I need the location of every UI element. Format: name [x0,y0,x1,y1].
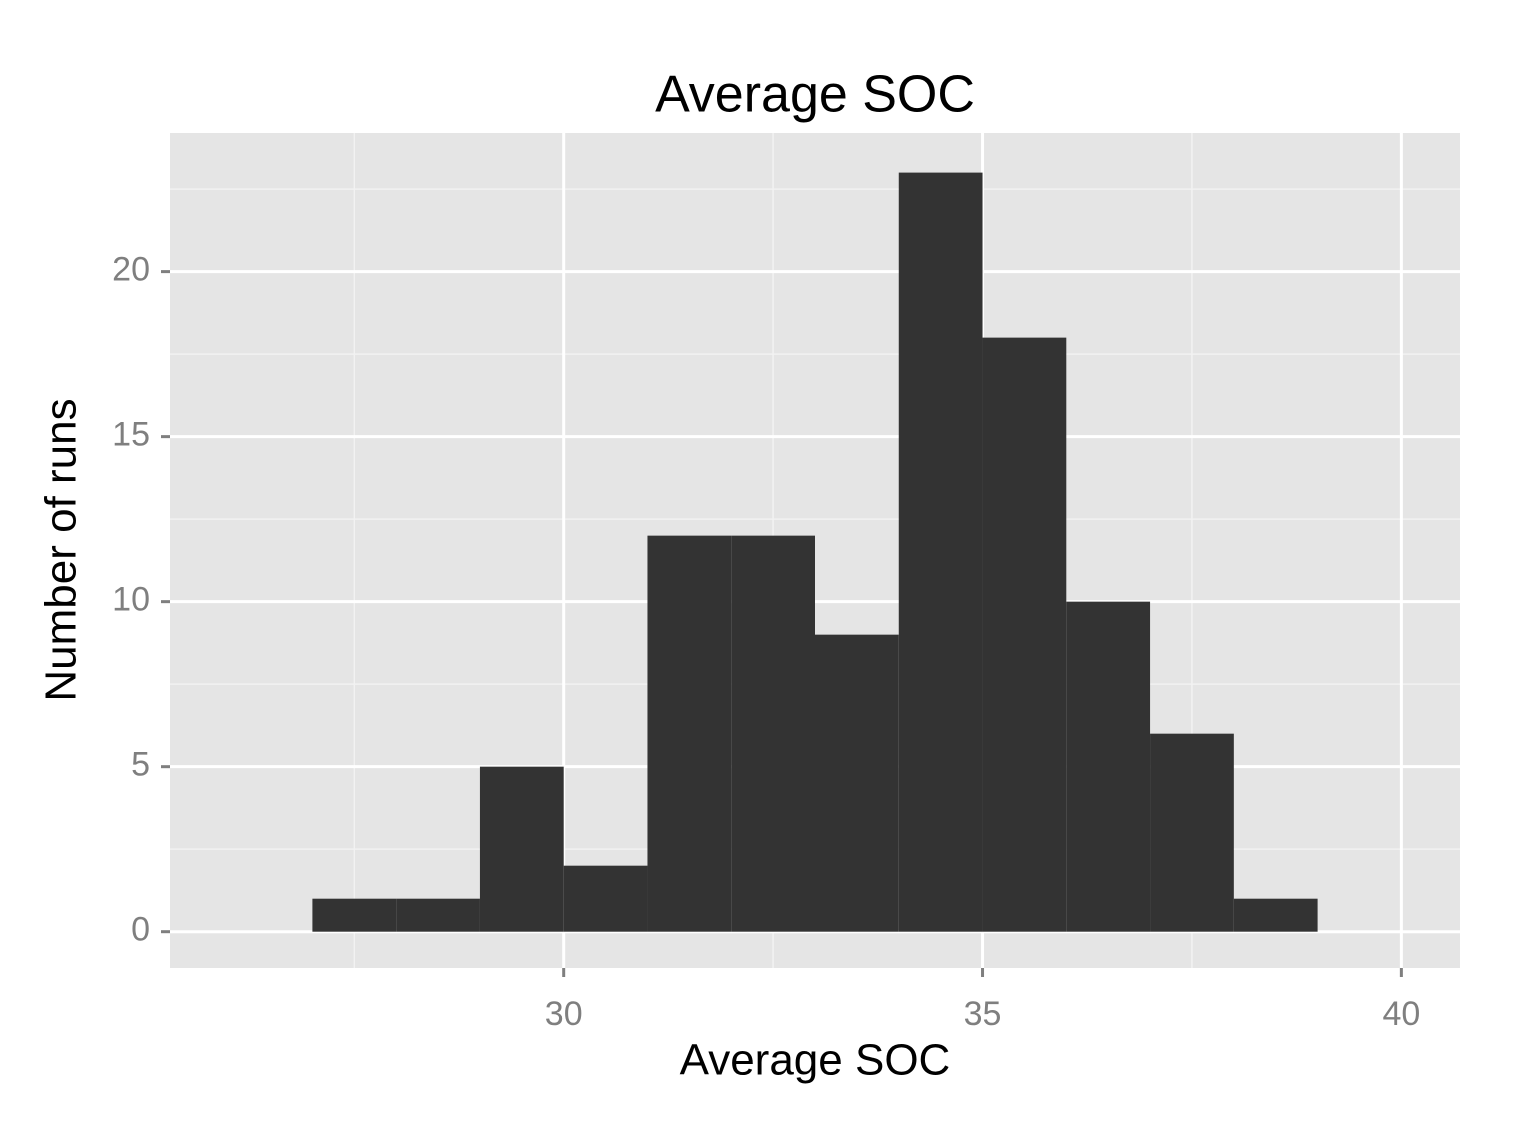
x-tick-label: 35 [964,995,1002,1033]
y-tick-label: 5 [131,746,150,784]
bar [563,865,648,932]
bar [898,172,983,932]
chart-title: Average SOC [655,66,975,124]
bar [731,535,815,932]
bar [1233,898,1318,932]
bar [815,634,899,932]
bar [312,898,397,932]
y-axis-title: Number of runs [37,398,86,701]
x-axis-title: Average SOC [680,1036,951,1085]
y-tick-label: 10 [112,581,150,619]
bar [1150,733,1234,932]
y-tick-label: 20 [112,251,150,289]
y-tick-label: 0 [131,911,150,949]
bars [312,172,1318,932]
bar [982,337,1067,932]
bar [1066,601,1151,932]
bar [396,898,480,932]
y-tick-label: 15 [112,416,150,454]
bar [479,766,564,932]
x-tick-label: 40 [1382,995,1420,1033]
x-tick-label: 30 [545,995,583,1033]
bar [647,535,732,932]
